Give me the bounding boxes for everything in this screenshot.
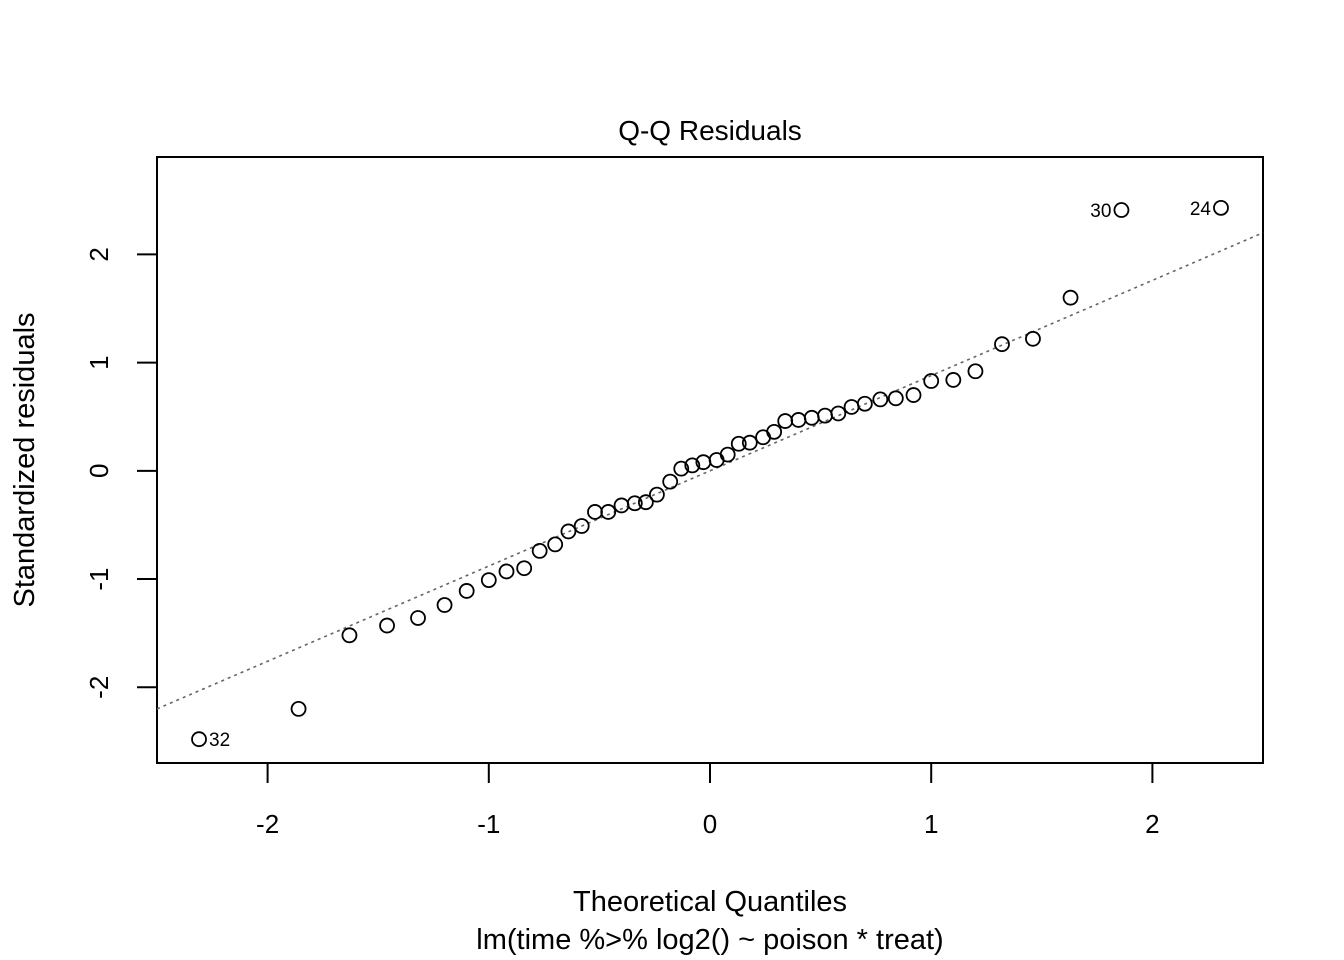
data-point — [1062, 289, 1079, 306]
data-point — [1025, 330, 1041, 347]
data-point — [410, 610, 426, 626]
data-point — [1113, 202, 1130, 218]
x-tick-label: 2 — [1145, 809, 1159, 839]
data-point — [531, 543, 548, 559]
data-point — [341, 627, 358, 644]
reference-line-layer — [156, 232, 1264, 710]
data-point — [637, 494, 654, 511]
data-point — [905, 387, 922, 403]
data-point — [719, 446, 736, 463]
data-point — [613, 497, 630, 514]
x-tick-label: 1 — [924, 809, 938, 839]
data-point — [872, 391, 889, 408]
x-tick-label: -2 — [256, 809, 279, 839]
data-point — [856, 395, 873, 412]
data-point — [887, 390, 904, 407]
data-point — [379, 617, 395, 634]
x-tick-label: 0 — [703, 809, 717, 839]
data-point — [923, 373, 940, 389]
data-point — [994, 336, 1010, 353]
data-point — [777, 413, 794, 429]
qq-reference-line — [156, 232, 1264, 710]
data-point — [741, 434, 758, 451]
y-tick-label: 0 — [84, 464, 114, 478]
point-label: 32 — [209, 730, 230, 751]
x-axis-label: Theoretical Quantiles — [573, 886, 847, 918]
data-point — [662, 473, 679, 490]
y-tick-label: 1 — [84, 355, 114, 369]
data-point — [191, 731, 207, 748]
data-point — [573, 518, 590, 534]
point-labels: 32 30 24 — [209, 199, 1211, 751]
y-tick-label: 2 — [84, 247, 114, 261]
data-point — [684, 457, 701, 474]
data-point — [480, 572, 497, 589]
data-point — [843, 399, 860, 415]
data-point — [458, 583, 475, 599]
x-tick-label: -1 — [477, 809, 500, 839]
data-point — [673, 460, 690, 477]
data-point — [547, 536, 564, 553]
y-tick-label: -1 — [84, 567, 114, 590]
data-point — [516, 560, 533, 577]
data-point — [290, 700, 307, 717]
data-point — [560, 523, 577, 540]
data-point — [766, 423, 783, 440]
data-point — [945, 372, 962, 388]
data-point — [600, 504, 617, 520]
data-point — [967, 363, 984, 380]
data-point — [649, 486, 665, 503]
data-point — [803, 409, 820, 426]
data-point — [587, 504, 603, 520]
model-formula-subtitle: lm(time %>% log2() ~ poison * treat) — [476, 924, 943, 956]
data-point — [730, 435, 747, 452]
data-point — [626, 495, 643, 512]
data-points — [191, 199, 1229, 748]
data-point — [790, 412, 807, 428]
point-label: 24 — [1190, 199, 1212, 220]
data-point — [830, 405, 847, 422]
y-axis: -2 -1 0 1 2 — [84, 247, 158, 699]
y-axis-label: Standardized residuals — [9, 312, 41, 607]
chart-title: Q-Q Residuals — [618, 115, 802, 146]
x-axis: -2 -1 0 1 2 — [256, 762, 1160, 839]
data-point — [436, 597, 453, 613]
data-point — [498, 563, 515, 580]
data-point — [817, 407, 833, 424]
point-label: 30 — [1090, 201, 1111, 222]
data-point — [1213, 199, 1229, 216]
y-tick-label: -2 — [84, 676, 114, 699]
